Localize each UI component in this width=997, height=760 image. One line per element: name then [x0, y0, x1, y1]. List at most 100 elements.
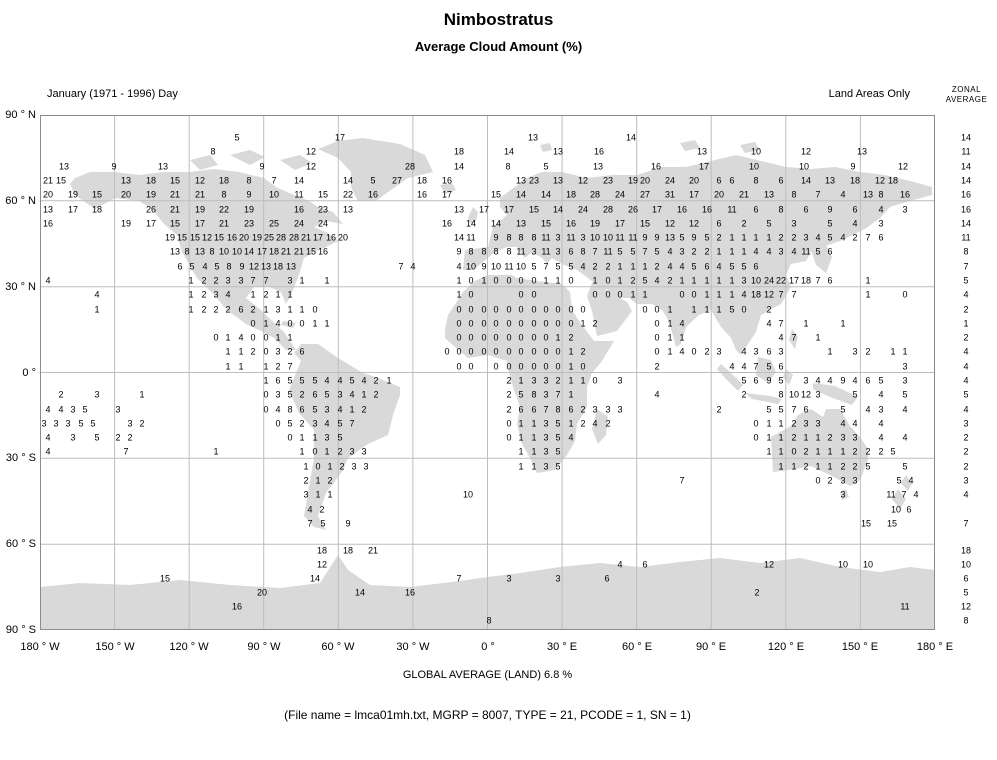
grid-value: 4 — [908, 475, 914, 486]
grid-value: 4 — [852, 218, 858, 229]
grid-value: 17 — [478, 204, 490, 215]
grid-value: 1 — [287, 332, 293, 343]
grid-value: 4 — [716, 261, 722, 272]
grid-value: 4 — [324, 375, 330, 386]
grid-value: 6 — [766, 346, 772, 357]
grid-value: 17 — [334, 132, 346, 143]
grid-value: 0 — [592, 289, 598, 300]
grid-value: 1 — [568, 389, 574, 400]
grid-value: 4 — [592, 418, 598, 429]
grid-value: 1 — [568, 361, 574, 372]
grid-value: 5 — [312, 404, 318, 415]
grid-value: 3 — [531, 246, 537, 257]
grid-value: 0 — [506, 418, 512, 429]
grid-value: 19 — [67, 189, 79, 200]
grid-value: 0 — [481, 304, 487, 315]
land-north-america — [70, 169, 343, 350]
grid-value: 9 — [345, 518, 351, 529]
grid-value: 7 — [815, 275, 821, 286]
grid-value: 22 — [218, 204, 230, 215]
grid-value: 10 — [515, 261, 527, 272]
grid-value: 4 — [902, 404, 908, 415]
grid-value: 1 — [315, 489, 321, 500]
grid-value: 12 — [763, 289, 775, 300]
grid-value: 2 — [803, 461, 809, 472]
grid-value: 1 — [568, 346, 574, 357]
grid-value: 23 — [602, 175, 614, 186]
zonal-average-value: 10 — [960, 559, 972, 570]
grid-value: 4 — [679, 318, 685, 329]
grid-value: 14 — [503, 146, 515, 157]
grid-value: 4 — [456, 261, 462, 272]
grid-value: 5 — [902, 389, 908, 400]
grid-value: 10 — [798, 161, 810, 172]
grid-value: 5 — [878, 375, 884, 386]
grid-value: 9 — [246, 189, 252, 200]
grid-value: 0 — [543, 332, 549, 343]
grid-value: 16 — [416, 189, 428, 200]
grid-value: 7 — [398, 261, 404, 272]
grid-value: 21 — [293, 246, 305, 257]
grid-value: 18 — [887, 175, 899, 186]
grid-value: 8 — [580, 246, 586, 257]
grid-value: 8 — [778, 204, 784, 215]
grid-value: 1 — [716, 289, 722, 300]
grid-value: 18 — [416, 175, 428, 186]
grid-value: 1 — [753, 232, 759, 243]
lon-axis-label: 150 ° W — [95, 641, 135, 653]
grid-value: 0 — [531, 275, 537, 286]
grid-value: 15 — [490, 189, 502, 200]
grid-value: 4 — [778, 332, 784, 343]
grid-value: 4 — [580, 261, 586, 272]
grid-value: 1 — [766, 432, 772, 443]
grid-value: 1 — [865, 275, 871, 286]
grid-value: 6 — [275, 375, 281, 386]
grid-value: 10 — [490, 261, 502, 272]
grid-value: 13 — [552, 175, 564, 186]
grid-value: 28 — [602, 204, 614, 215]
grid-value: 5 — [815, 246, 821, 257]
grid-value: 23 — [243, 218, 255, 229]
lon-axis-label: 90 ° E — [695, 641, 727, 653]
grid-value: 14 — [552, 204, 564, 215]
grid-value: 10 — [589, 232, 601, 243]
grid-value: 8 — [246, 175, 252, 186]
grid-value: 1 — [543, 275, 549, 286]
grid-value: 6 — [803, 404, 809, 415]
grid-value: 4 — [238, 332, 244, 343]
grid-value: 0 — [592, 375, 598, 386]
grid-value: 6 — [518, 404, 524, 415]
lon-axis-label: 180 ° W — [20, 641, 60, 653]
grid-value: 5 — [299, 375, 305, 386]
grid-value: 4 — [815, 232, 821, 243]
grid-value: 0 — [481, 346, 487, 357]
grid-value: 0 — [568, 304, 574, 315]
grid-value: 4 — [766, 318, 772, 329]
grid-value: 5 — [234, 132, 240, 143]
grid-value: 7 — [865, 232, 871, 243]
grid-value: 6 — [704, 261, 710, 272]
grid-value: 0 — [456, 332, 462, 343]
grid-value: 8 — [481, 246, 487, 257]
grid-value: 12 — [763, 559, 775, 570]
grid-value: 11 — [727, 204, 737, 215]
grid-value: 18 — [316, 545, 328, 556]
grid-value: 4 — [58, 404, 64, 415]
grid-value: 1 — [139, 389, 145, 400]
zonal-average-value: 16 — [960, 189, 972, 200]
zonal-average-value: 2 — [963, 461, 969, 472]
grid-value: 19 — [120, 218, 132, 229]
grid-value: 18 — [565, 189, 577, 200]
grid-value: 3 — [753, 346, 759, 357]
grid-value: 7 — [791, 332, 797, 343]
grid-value: 0 — [531, 318, 537, 329]
lat-axis-label: 60 ° N — [5, 195, 36, 207]
grid-value: 4 — [741, 289, 747, 300]
grid-value: 0 — [741, 304, 747, 315]
zonal-average-value: 4 — [963, 346, 969, 357]
grid-value: 1 — [188, 289, 194, 300]
grid-value: 11 — [886, 489, 896, 500]
zonal-average-value: 3 — [963, 418, 969, 429]
grid-value: 2 — [704, 246, 710, 257]
grid-value: 0 — [493, 361, 499, 372]
